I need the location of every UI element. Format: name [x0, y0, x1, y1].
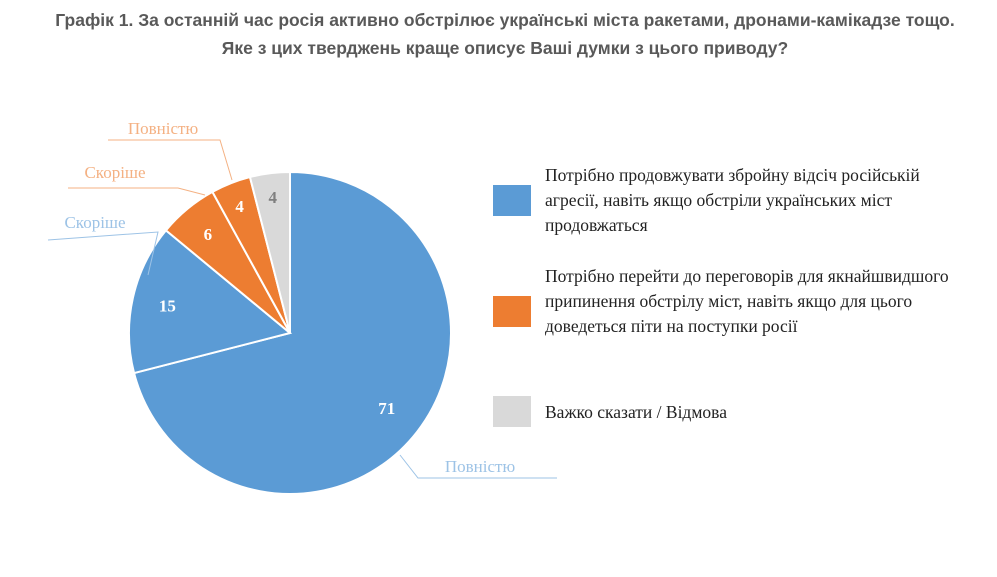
pie-value-label: 15 — [159, 297, 176, 316]
pie-sublabel: Повністю — [445, 457, 516, 476]
legend-label: Потрібно продовжувати збройну відсіч рос… — [545, 165, 920, 235]
pie-callouts: Повністю Скоріше Скоріше Повністю — [47, 119, 557, 479]
pie-slice — [132, 170, 453, 495]
pie-slice — [248, 170, 291, 334]
pie-value-label: 4 — [235, 197, 244, 216]
pie-callout-line — [68, 187, 206, 196]
chart-title: Графік 1. За останній час росія активно … — [55, 10, 955, 58]
pie-callout-line — [47, 231, 159, 276]
legend-swatch-orange — [493, 296, 531, 327]
legend-label: Важко сказати / Відмова — [545, 402, 727, 422]
pie-callout-line — [108, 139, 233, 181]
pie-value-label: 4 — [269, 188, 278, 207]
pie-value-labels: 71 15 6 4 4 — [159, 188, 395, 418]
legend-swatch-blue — [493, 185, 531, 216]
pie-callout-line — [399, 454, 557, 479]
pie-value-label: 6 — [204, 225, 213, 244]
pie-slice — [128, 228, 293, 375]
pie-sublabel: Повністю — [128, 119, 199, 138]
pie-sublabel: Скоріше — [84, 163, 145, 182]
pie-slices — [128, 170, 453, 495]
legend-swatch-gray — [493, 396, 531, 427]
pie-value-label: 71 — [378, 399, 395, 418]
legend-label: Потрібно перейти до переговорів для якна… — [545, 266, 949, 336]
pie-sublabel: Скоріше — [64, 213, 125, 232]
